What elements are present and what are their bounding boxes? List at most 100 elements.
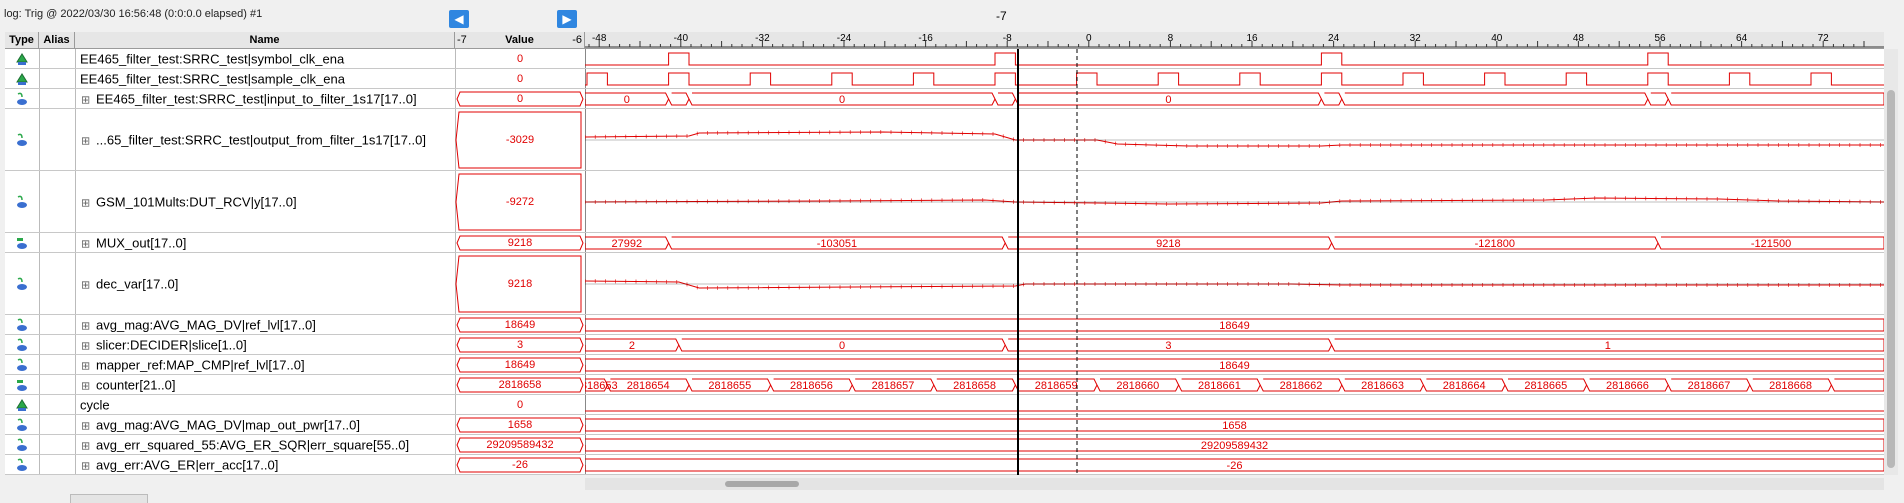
signal-name: ⊞ MUX_out[17..0] — [81, 235, 186, 250]
expand-plus-icon[interactable]: ⊞ — [81, 420, 91, 432]
signal-row[interactable]: ⊞ avg_err:AVG_ER|err_acc[17..0] -26 — [5, 455, 1884, 475]
signal-name-cell[interactable]: EE465_filter_test:SRRC_test|sample_clk_e… — [75, 69, 456, 88]
signal-row[interactable]: ⊞ MUX_out[17..0] 9218 — [5, 233, 1884, 253]
next-transition-button[interactable]: ▶ — [557, 10, 577, 28]
signal-name-cell[interactable]: ⊞ MUX_out[17..0] — [75, 233, 456, 252]
horizontal-scrollbar[interactable] — [585, 478, 1884, 490]
expand-plus-icon[interactable]: ⊞ — [81, 320, 91, 332]
bus-value-label: 2818667 — [1688, 380, 1731, 392]
signal-name-cell[interactable]: cycle — [75, 395, 456, 414]
name-column-header[interactable]: Name — [75, 32, 455, 48]
signal-name-cell[interactable]: ⊞ EE465_filter_test:SRRC_test|input_to_fi… — [75, 89, 456, 108]
signal-alias-cell — [39, 435, 76, 454]
signal-name-cell[interactable]: ⊞ avg_mag:AVG_MAG_DV|map_out_pwr[17..0] — [75, 415, 456, 434]
signal-value: 0 — [516, 72, 524, 85]
signal-name-cell[interactable]: ⊞ avg_err:AVG_ER|err_acc[17..0] — [75, 455, 456, 474]
signal-value-cell: -9272 — [455, 171, 586, 232]
expand-plus-icon[interactable]: ⊞ — [81, 340, 91, 352]
signal-row[interactable]: EE465_filter_test:SRRC_test|symbol_clk_e… — [5, 49, 1884, 69]
bus-value-label: 2818666 — [1606, 380, 1649, 392]
signal-value-cell: 9218 — [455, 253, 586, 314]
signal-row[interactable]: ⊞ avg_err_squared_55:AVG_ER_SQR|err_squar… — [5, 435, 1884, 455]
expand-plus-icon[interactable]: ⊞ — [81, 197, 91, 209]
ruler-tick-label: -24 — [837, 33, 852, 44]
signal-name: ⊞ dec_var[17..0] — [81, 276, 178, 291]
expand-plus-icon[interactable]: ⊞ — [81, 238, 91, 250]
signal-row[interactable]: ⊞ avg_mag:AVG_MAG_DV|ref_lvl[17..0] 18649 — [5, 315, 1884, 335]
horizontal-scroll-thumb[interactable] — [725, 481, 799, 487]
signal-name-cell[interactable]: ⊞ avg_err_squared_55:AVG_ER_SQR|err_squar… — [75, 435, 456, 454]
signal-type-cell — [5, 49, 40, 68]
signal-type-cell — [5, 395, 40, 414]
signal-name-cell[interactable]: ⊞ slicer:DECIDER|slice[1..0] — [75, 335, 456, 354]
vertical-scroll-thumb[interactable] — [1887, 90, 1895, 468]
signal-row[interactable]: ⊞ EE465_filter_test:SRRC_test|input_to_fi… — [5, 89, 1884, 109]
waveform-canvas[interactable]: 0 0 0 27992 -103051 9218 -121800 -121500 18649 2 0… — [585, 49, 1884, 475]
signal-row[interactable]: EE465_filter_test:SRRC_test|sample_clk_e… — [5, 69, 1884, 89]
signal-name: ⊞ avg_err:AVG_ER|err_acc[17..0] — [81, 457, 278, 472]
signal-row[interactable]: ⊞ dec_var[17..0] 9218 — [5, 253, 1884, 315]
signal-type-cell — [5, 89, 40, 108]
signal-name: ⊞ ...65_filter_test:SRRC_test|output_from… — [81, 132, 426, 147]
signal-name-cell[interactable]: ⊞ mapper_ref:MAP_CMP|ref_lvl[17..0] — [75, 355, 456, 374]
signal-alias-cell — [39, 355, 76, 374]
signal-name-cell[interactable]: ⊞ avg_mag:AVG_MAG_DV|ref_lvl[17..0] — [75, 315, 456, 334]
signal-name-text: avg_err_squared_55:AVG_ER_SQR|err_square… — [96, 437, 410, 452]
signal-type-cell — [5, 315, 40, 334]
signal-name: ⊞ EE465_filter_test:SRRC_test|input_to_fi… — [81, 91, 417, 106]
signal-row[interactable]: ⊞ avg_mag:AVG_MAG_DV|map_out_pwr[17..0] 16… — [5, 415, 1884, 435]
signal-row[interactable]: ⊞ ...65_filter_test:SRRC_test|output_from… — [5, 109, 1884, 171]
signal-name: ⊞ GSM_101Mults:DUT_RCV|y[17..0] — [81, 194, 297, 209]
value-range-left: -7 — [457, 34, 467, 46]
bus-icon — [17, 358, 27, 371]
signal-row[interactable]: ⊞ counter[21..0] 2818658 — [5, 375, 1884, 395]
expand-plus-icon[interactable]: ⊞ — [81, 460, 91, 472]
bus-value-label: 2818655 — [708, 380, 751, 392]
signal-alias-cell — [39, 109, 76, 170]
value-column-header[interactable]: -7 Value -6 — [455, 32, 585, 48]
bus-icon — [17, 318, 27, 331]
signal-row[interactable]: ⊞ slicer:DECIDER|slice[1..0] 3 — [5, 335, 1884, 355]
signal-value-cell: 29209589432 — [455, 435, 586, 454]
expand-plus-icon[interactable]: ⊞ — [81, 360, 91, 372]
signal-row[interactable]: ⊞ GSM_101Mults:DUT_RCV|y[17..0] -9272 — [5, 171, 1884, 233]
value-frame — [456, 357, 584, 373]
alias-column-header[interactable]: Alias — [39, 32, 75, 48]
ruler-tick-label: -8 — [1003, 33, 1012, 44]
bottom-tab[interactable] — [70, 494, 148, 503]
bus-value-label: 0 — [624, 94, 630, 106]
bus-icon — [17, 438, 27, 451]
prev-transition-button[interactable]: ◀ — [449, 10, 469, 28]
signal-name-cell[interactable]: ⊞ dec_var[17..0] — [75, 253, 456, 314]
signal-value: 0 — [516, 92, 524, 105]
bus-value-label: -26 — [1227, 460, 1243, 472]
signal-name-text: ...65_filter_test:SRRC_test|output_from_… — [96, 132, 426, 147]
signal-row[interactable]: ⊞ mapper_ref:MAP_CMP|ref_lvl[17..0] 18649 — [5, 355, 1884, 375]
expand-plus-icon[interactable]: ⊞ — [81, 380, 91, 392]
signal-name-cell[interactable]: ⊞ ...65_filter_test:SRRC_test|output_from… — [75, 109, 456, 170]
signal-name-cell[interactable]: EE465_filter_test:SRRC_test|symbol_clk_e… — [75, 49, 456, 68]
expand-plus-icon[interactable]: ⊞ — [81, 135, 91, 147]
bus-value-label: 27992 — [612, 238, 643, 250]
value-frame — [456, 457, 584, 473]
bus-value-label: 29209589432 — [1201, 440, 1268, 452]
ruler-tick-label: 72 — [1818, 33, 1830, 44]
expand-plus-icon[interactable]: ⊞ — [81, 279, 91, 291]
signal-value: 18649 — [504, 318, 536, 331]
signal-name: ⊞ slicer:DECIDER|slice[1..0] — [81, 337, 247, 352]
signal-name-cell[interactable]: ⊞ counter[21..0] — [75, 375, 456, 394]
signal-name-text: slicer:DECIDER|slice[1..0] — [96, 337, 247, 352]
signal-name-cell[interactable]: ⊞ GSM_101Mults:DUT_RCV|y[17..0] — [75, 171, 456, 232]
signal-name-text: MUX_out[17..0] — [96, 235, 187, 250]
value-frame — [456, 91, 584, 107]
bus-value-label: 18649 — [1219, 320, 1250, 332]
signal-value-cell: 2818658 — [455, 375, 586, 394]
time-ruler[interactable]: -48 -40 -32 -24 -16 -8 0 8 16 24 32 40 48 56 64 72 — [585, 32, 1904, 48]
ruler-tick-label: -40 — [674, 33, 689, 44]
signal-row[interactable]: cycle 0 — [5, 395, 1884, 415]
expand-plus-icon[interactable]: ⊞ — [81, 94, 91, 106]
signal-value-cell: 1658 — [455, 415, 586, 434]
type-column-header[interactable]: Type — [5, 32, 39, 48]
expand-plus-icon[interactable]: ⊞ — [81, 440, 91, 452]
bus-value-label: 18649 — [1219, 360, 1250, 372]
